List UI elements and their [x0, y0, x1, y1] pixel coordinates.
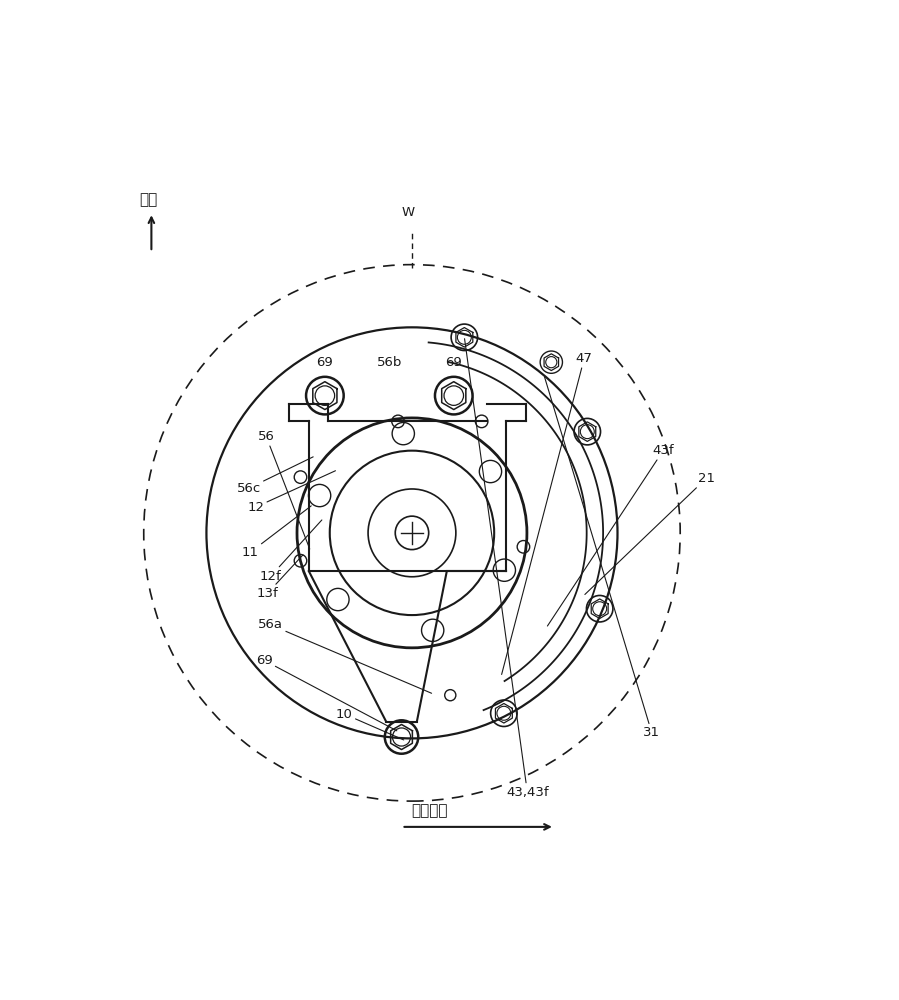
Text: 56b: 56b	[377, 356, 402, 369]
Text: 56a: 56a	[258, 618, 432, 693]
Text: 12f: 12f	[260, 520, 322, 583]
Text: 21: 21	[585, 472, 715, 594]
Text: 11: 11	[242, 506, 311, 559]
Text: 43f: 43f	[547, 444, 674, 626]
Text: 69: 69	[256, 654, 396, 731]
Text: 43,43f: 43,43f	[465, 339, 548, 799]
Text: 47: 47	[502, 352, 592, 674]
Text: 56c: 56c	[236, 457, 313, 495]
Text: 上方: 上方	[138, 192, 157, 207]
Text: 69: 69	[316, 356, 334, 369]
Text: 13f: 13f	[256, 555, 303, 600]
Text: 56: 56	[258, 430, 310, 549]
Text: 12: 12	[247, 471, 335, 514]
Text: W: W	[402, 206, 415, 219]
Text: 车辆前方: 车辆前方	[411, 804, 448, 819]
Text: 10: 10	[336, 708, 404, 740]
Text: 69: 69	[445, 356, 462, 369]
Text: 31: 31	[545, 377, 660, 739]
